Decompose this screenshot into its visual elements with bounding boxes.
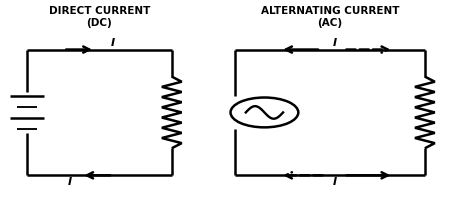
Text: I: I: [331, 177, 336, 187]
Text: DIRECT CURRENT
(DC): DIRECT CURRENT (DC): [49, 6, 150, 28]
Text: I: I: [68, 177, 72, 187]
Text: I: I: [110, 38, 115, 48]
Text: ALTERNATING CURRENT
(AC): ALTERNATING CURRENT (AC): [260, 6, 398, 28]
Text: I: I: [331, 38, 336, 48]
